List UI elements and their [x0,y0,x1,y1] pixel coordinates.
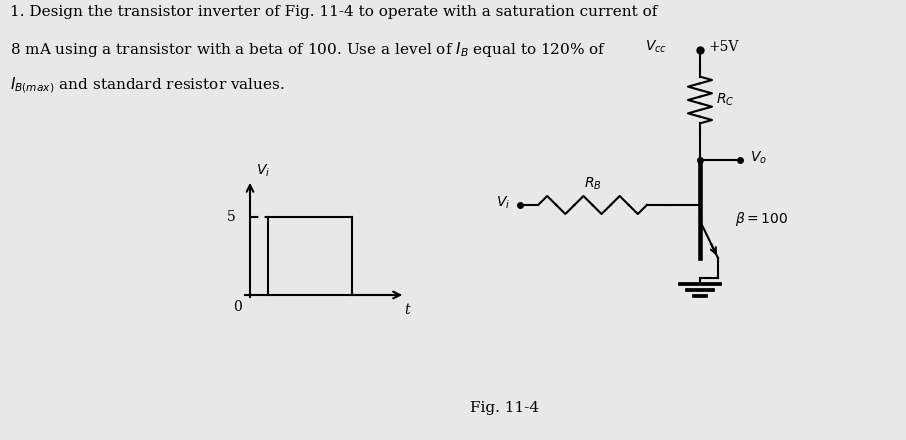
Text: $V_{cc}$: $V_{cc}$ [645,39,667,55]
Text: $R_B$: $R_B$ [583,176,602,192]
Text: $V_o$: $V_o$ [750,150,767,166]
Text: $\beta = 100$: $\beta = 100$ [735,210,788,228]
Text: 1. Design the transistor inverter of Fig. 11-4 to operate with a saturation curr: 1. Design the transistor inverter of Fig… [10,5,658,19]
Text: 5: 5 [227,210,236,224]
Text: $V_i$: $V_i$ [496,195,510,211]
Text: 8 mA using a transistor with a beta of 100. Use a level of $I_B$ equal to 120% o: 8 mA using a transistor with a beta of 1… [10,40,606,59]
Text: t: t [404,303,410,317]
Text: +5V: +5V [708,40,738,54]
Text: $V_i$: $V_i$ [256,163,270,179]
Text: Fig. 11-4: Fig. 11-4 [470,401,540,415]
Text: 0: 0 [234,300,243,314]
Text: $R_C$: $R_C$ [716,92,735,108]
Text: $I_{B(max)}$ and standard resistor values.: $I_{B(max)}$ and standard resistor value… [10,75,284,95]
